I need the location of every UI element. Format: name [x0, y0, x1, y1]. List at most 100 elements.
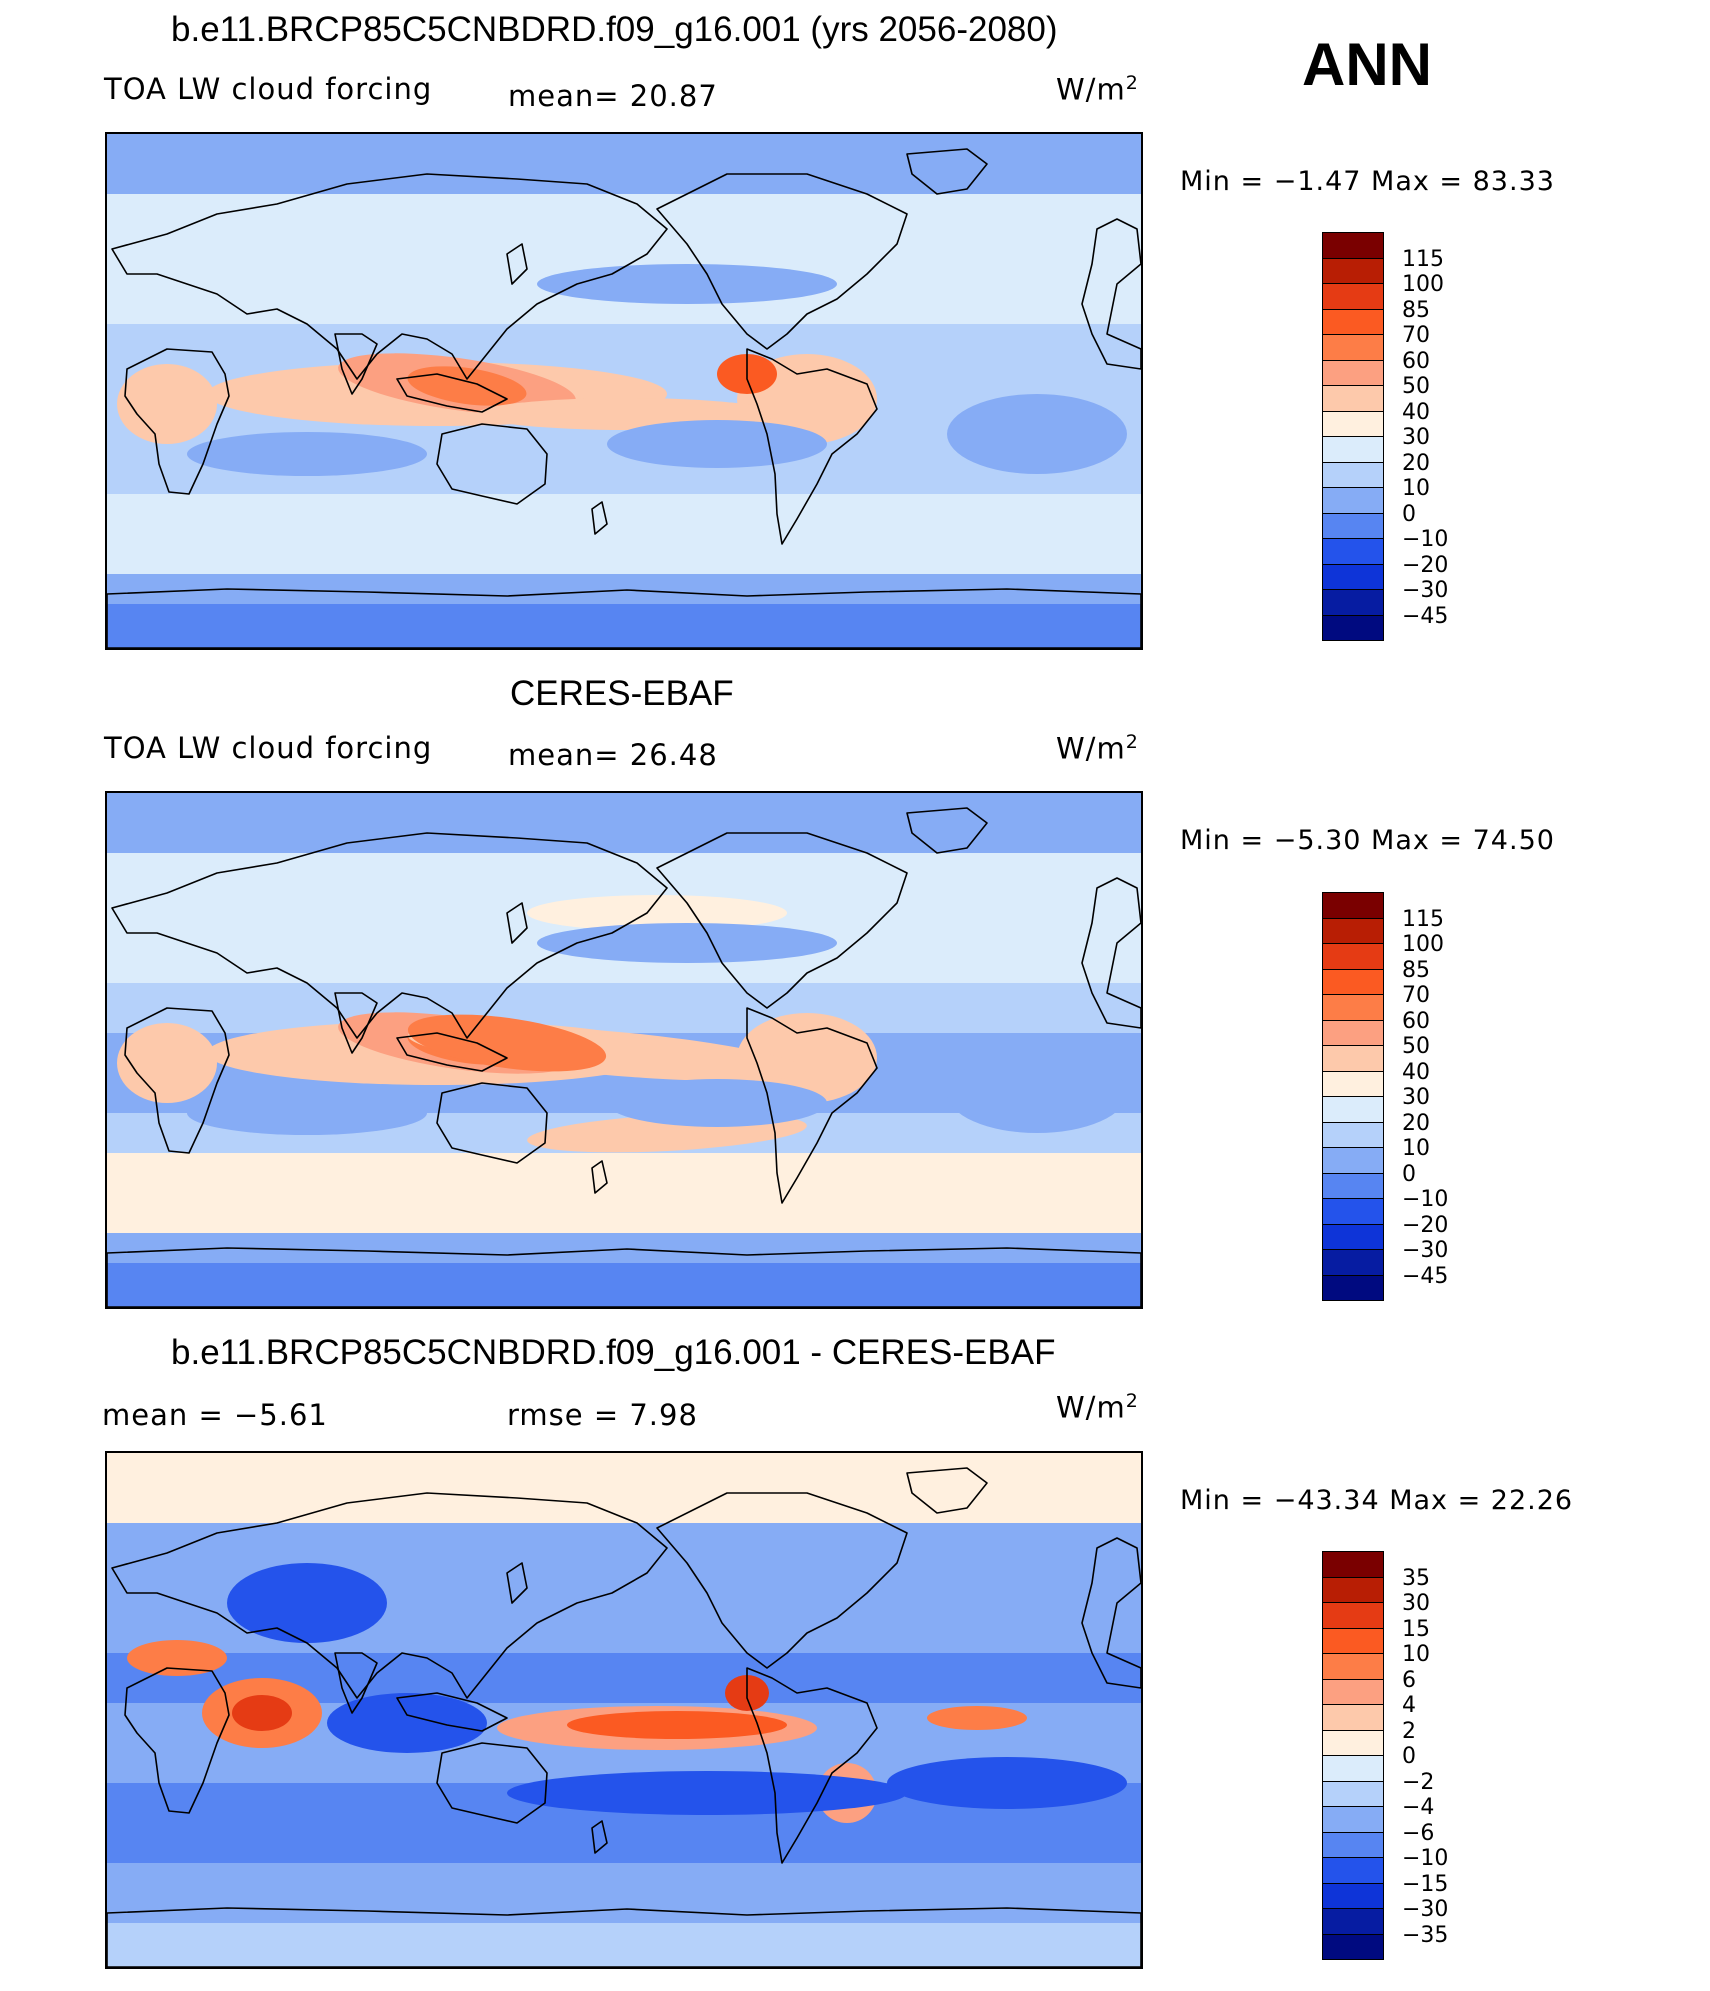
colorbar-swatch	[1322, 943, 1384, 970]
colorbar-label: 4	[1402, 1693, 1416, 1718]
colorbar-label: 40	[1402, 1059, 1430, 1085]
colorbar-swatch	[1322, 1551, 1384, 1578]
colorbar-label: −4	[1402, 1795, 1435, 1820]
colorbar-swatch	[1322, 1653, 1384, 1680]
panel-2-mean: mean= 26.48	[508, 738, 718, 772]
colorbar-swatch	[1322, 1045, 1384, 1072]
colorbar-swatch	[1322, 1831, 1384, 1858]
colorbar-swatch	[1322, 487, 1384, 514]
colorbar-label: −20	[1402, 1212, 1449, 1238]
panel-1-map-svg	[107, 134, 1141, 648]
colorbar-swatch	[1322, 1249, 1384, 1276]
colorbar-label: 40	[1402, 399, 1430, 425]
colorbar-label: 30	[1402, 425, 1430, 450]
colorbar-label: −30	[1402, 1238, 1449, 1263]
colorbar-label: −10	[1402, 527, 1449, 552]
colorbar-label: 30	[1402, 1085, 1430, 1110]
colorbar-swatch	[1322, 385, 1384, 412]
colorbar-swatch	[1322, 1627, 1384, 1654]
colorbar-swatch	[1322, 1729, 1384, 1756]
panel-1-colorbar: 115 100 85 70 60 50 40 30 20 10 0 −10 −20 −30 −45	[1322, 232, 1448, 641]
colorbar-label: 0	[1402, 1161, 1416, 1187]
colorbar-label: 2	[1402, 1718, 1416, 1744]
panel-3-title: b.e11.BRCP85C5CNBDRD.f09_g16.001 - CERES…	[171, 1333, 1056, 1372]
colorbar-swatch	[1322, 994, 1384, 1021]
panel-2-colorbar: 115 100 85 70 60 50 40 30 20 10 0 −10 −20 −30 −45	[1322, 892, 1448, 1301]
colorbar-swatch	[1322, 1882, 1384, 1909]
panel-3-rmse: rmse = 7.98	[507, 1398, 698, 1432]
colorbar-swatch	[1322, 968, 1384, 995]
colorbar-label: 60	[1402, 348, 1430, 374]
colorbar-swatch	[1322, 892, 1384, 919]
colorbar-swatch	[1322, 1857, 1384, 1884]
colorbar-swatch	[1322, 410, 1384, 437]
colorbar-label: −45	[1402, 603, 1449, 629]
colorbar-label: 0	[1402, 1744, 1416, 1769]
panel-1-units: W/m2	[1056, 72, 1139, 107]
colorbar-label: −6	[1402, 1820, 1435, 1846]
colorbar-swatch	[1322, 512, 1384, 539]
colorbar-label: 70	[1402, 323, 1430, 348]
panel-1-title: b.e11.BRCP85C5CNBDRD.f09_g16.001 (yrs 20…	[171, 10, 1058, 49]
colorbar-swatch	[1322, 232, 1384, 259]
colorbar-swatch	[1322, 1576, 1384, 1603]
panel-3-map	[105, 1451, 1143, 1969]
colorbar-label: 10	[1402, 1642, 1430, 1667]
colorbar-label: 15	[1402, 1616, 1430, 1642]
colorbar-swatch	[1322, 1172, 1384, 1199]
colorbar-label: 60	[1402, 1008, 1430, 1034]
colorbar-swatch	[1322, 1933, 1384, 1960]
colorbar-label: 100	[1402, 932, 1444, 957]
colorbar-swatch	[1322, 589, 1384, 616]
colorbar-swatch	[1322, 1198, 1384, 1225]
colorbar-label: 10	[1402, 1136, 1430, 1161]
panel-2-map	[105, 791, 1143, 1309]
panel-3-units: W/m2	[1056, 1390, 1139, 1425]
colorbar-label: 35	[1402, 1565, 1430, 1591]
panel-2-minmax: Min = −5.30 Max = 74.50	[1180, 825, 1555, 856]
colorbar-swatch	[1322, 1096, 1384, 1123]
colorbar-swatch	[1322, 1019, 1384, 1046]
colorbar-swatch	[1322, 1780, 1384, 1807]
colorbar-label: −2	[1402, 1769, 1435, 1795]
colorbar-swatch	[1322, 538, 1384, 565]
colorbar-label: 85	[1402, 957, 1430, 983]
colorbar-swatch	[1322, 334, 1384, 361]
panel-2-title: CERES-EBAF	[510, 674, 734, 713]
colorbar-label: 85	[1402, 297, 1430, 323]
colorbar-swatch	[1322, 1147, 1384, 1174]
colorbar-swatch	[1322, 1908, 1384, 1935]
panel-2-field-label: TOA LW cloud forcing	[104, 731, 433, 765]
colorbar-swatch	[1322, 1806, 1384, 1833]
colorbar-label: −10	[1402, 1187, 1449, 1212]
colorbar-label: −45	[1402, 1263, 1449, 1289]
season-label: ANN	[1302, 31, 1432, 98]
colorbar-swatch	[1322, 614, 1384, 641]
colorbar-label: 115	[1402, 906, 1444, 932]
colorbar-label: 50	[1402, 1034, 1430, 1059]
colorbar-swatch	[1322, 1223, 1384, 1250]
colorbar-label: 115	[1402, 246, 1444, 272]
colorbar-label: 100	[1402, 272, 1444, 297]
colorbar-label: 70	[1402, 983, 1430, 1008]
colorbar-swatch	[1322, 461, 1384, 488]
colorbar-label: 10	[1402, 476, 1430, 501]
colorbar-label: −30	[1402, 1897, 1449, 1922]
panel-1-field-label: TOA LW cloud forcing	[104, 72, 433, 106]
colorbar-swatch	[1322, 257, 1384, 284]
colorbar-swatch	[1322, 308, 1384, 335]
colorbar-label: −35	[1402, 1922, 1449, 1948]
panel-1-mean: mean= 20.87	[508, 79, 718, 113]
panel-1-minmax: Min = −1.47 Max = 83.33	[1180, 166, 1555, 197]
colorbar-swatch	[1322, 1704, 1384, 1731]
colorbar-label: 20	[1402, 450, 1430, 476]
colorbar-label: −30	[1402, 578, 1449, 603]
colorbar-label: 50	[1402, 374, 1430, 399]
panel-3-mean: mean = −5.61	[102, 1398, 328, 1432]
colorbar-swatch	[1322, 359, 1384, 386]
colorbar-swatch	[1322, 563, 1384, 590]
colorbar-label: −20	[1402, 552, 1449, 578]
colorbar-swatch	[1322, 1121, 1384, 1148]
colorbar-swatch	[1322, 1274, 1384, 1301]
panel-2-map-svg	[107, 793, 1141, 1307]
